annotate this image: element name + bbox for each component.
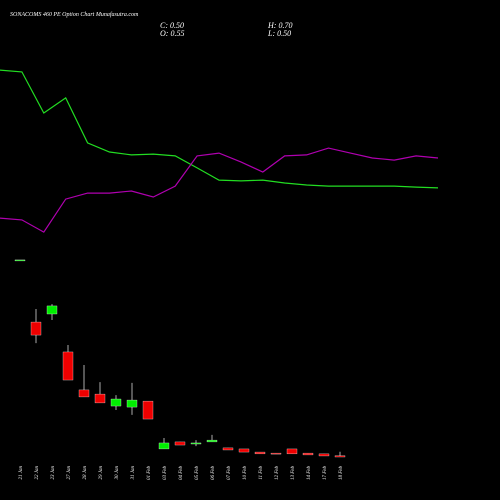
line-series [0,147,439,233]
candle-body [142,400,154,420]
candle-body [190,442,202,445]
candle-body [174,441,186,446]
line-series [0,69,439,189]
candle-body [238,448,250,453]
candle-body [302,452,314,456]
candle-body [286,448,298,455]
x-tick-label: 13 Feb [291,466,296,481]
candle-body [206,439,218,443]
x-tick-label: 03 Feb [163,466,168,481]
candle-body [46,305,58,315]
x-tick-label: 06 Feb [211,466,216,481]
candle-body [62,351,74,381]
candle-body [270,452,282,455]
header-low: L: 0.50 [267,29,291,38]
x-tick-label: 05 Feb [195,466,200,481]
x-tick-label: 27 Jan [67,466,72,480]
x-tick-label: 28 Jan [83,466,88,480]
x-tick-label: 17 Feb [323,466,328,481]
x-tick-label: 30 Jan [115,466,120,480]
chart-title: SONACOMS 460 PE Option Chart Munafasutra… [10,11,139,18]
header-high: H: 0.70 [267,21,292,30]
candle-body [126,399,138,408]
x-tick-label: 14 Feb [307,466,312,481]
candle-body [334,455,346,458]
header-close: C: 0.50 [160,21,184,30]
candle-body [254,451,266,455]
x-tick-label: 12 Feb [275,466,280,481]
candle-body [110,398,122,407]
candle-body [78,389,90,398]
x-tick-label: 31 Jan [131,466,136,480]
candle-body [94,393,106,404]
candle-body [158,442,170,450]
x-tick-label: 29 Jan [99,466,104,480]
x-tick-label: 04 Feb [179,466,184,481]
x-tick-label: 01 Feb [147,466,152,481]
x-tick-label: 18 Feb [339,466,344,481]
x-tick-label: 21 Jan [19,466,24,480]
x-tick-label: 10 Feb [243,466,248,481]
candle-body [30,321,42,336]
x-tick-label: 11 Feb [259,466,264,480]
x-tick-label: 22 Jan [35,466,40,480]
candle-body [222,447,234,451]
x-tick-label: 07 Feb [227,466,232,481]
candle-body [318,453,330,457]
header-open: O: 0.55 [160,29,184,38]
candle-body [14,259,26,262]
x-tick-label: 23 Jan [51,466,56,480]
